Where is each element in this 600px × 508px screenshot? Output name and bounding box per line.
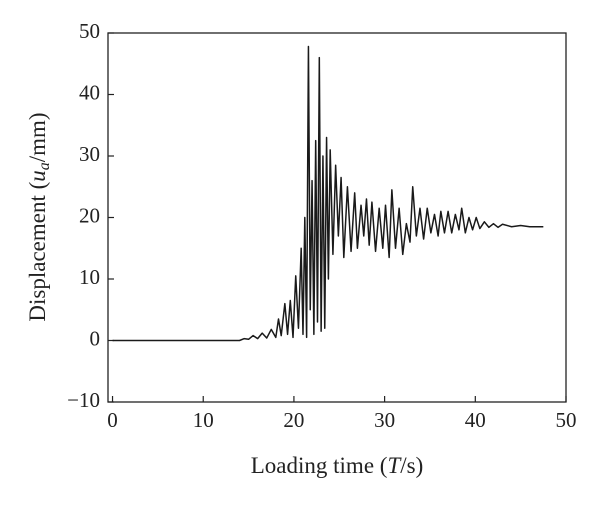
- y-axis-label: Displacement (ua/mm): [25, 112, 52, 321]
- y-tick-label: 0: [90, 326, 101, 350]
- x-tick-label: 40: [465, 408, 486, 432]
- x-tick-label: 10: [193, 408, 214, 432]
- y-label-part: /mm): [25, 112, 50, 162]
- y-tick-label: 50: [79, 19, 100, 43]
- y-tick-label: −10: [67, 388, 100, 412]
- y-tick-label: 30: [79, 142, 100, 166]
- x-axis-label: Loading time (T/s): [251, 453, 423, 478]
- data-line: [112, 45, 544, 342]
- y-label-part: u: [25, 170, 50, 182]
- x-label-part: Loading time (: [251, 453, 388, 478]
- y-label-part: a: [36, 162, 53, 170]
- x-tick-label: 50: [556, 408, 577, 432]
- y-label-part: Displacement (: [25, 182, 50, 322]
- y-tick-label: 40: [79, 80, 100, 104]
- x-tick-label: 0: [107, 408, 118, 432]
- x-label-part: /s): [400, 453, 423, 478]
- x-tick-label: 20: [283, 408, 304, 432]
- y-tick-label: 10: [79, 265, 100, 289]
- y-tick-label: 20: [79, 203, 100, 227]
- x-tick-label: 30: [374, 408, 395, 432]
- x-label-part: T: [387, 453, 402, 478]
